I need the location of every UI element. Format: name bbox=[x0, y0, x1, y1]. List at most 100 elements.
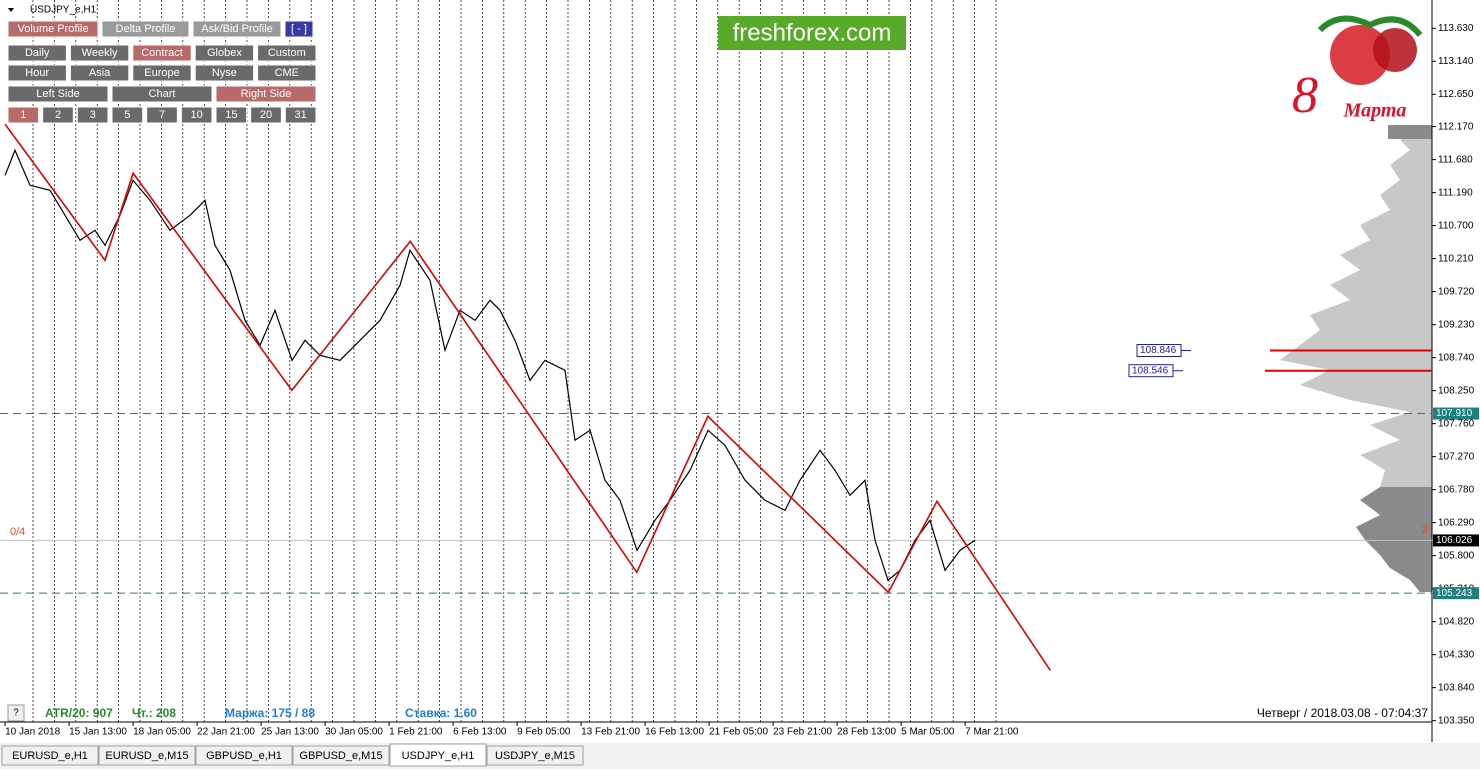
toolbar-button-label[interactable]: Asia bbox=[89, 67, 111, 79]
tab[interactable] bbox=[486, 745, 584, 766]
x-tick-label: 5 Mar 05:00 bbox=[901, 727, 955, 738]
y-tick-label: 111.190 bbox=[1438, 187, 1473, 198]
tab-label[interactable]: USDJPY_e,H1 bbox=[402, 750, 475, 762]
toolbar-button[interactable] bbox=[215, 85, 317, 103]
toolbar-button-label[interactable]: Left Side bbox=[36, 88, 79, 100]
holiday-number: 8 bbox=[1292, 67, 1318, 124]
x-tick-label: 13 Feb 21:00 bbox=[581, 727, 640, 738]
marker-label: 108.846 bbox=[1140, 345, 1177, 356]
help-button[interactable] bbox=[7, 704, 25, 722]
toolbar-button[interactable] bbox=[42, 106, 74, 124]
x-tick-label: 25 Jan 13:00 bbox=[261, 727, 319, 738]
toolbar-button[interactable] bbox=[111, 85, 213, 103]
toolbar-button-label[interactable]: 1 bbox=[20, 109, 26, 121]
toolbar-button-label[interactable]: 2 bbox=[55, 109, 61, 121]
y-tick-label: 112.170 bbox=[1438, 121, 1474, 132]
y-tick-label: 110.210 bbox=[1438, 253, 1474, 264]
toolbar-button[interactable] bbox=[284, 20, 314, 38]
tab-label[interactable]: EURUSD_e,H1 bbox=[12, 750, 88, 762]
toolbar-button-label[interactable]: CME bbox=[275, 67, 299, 79]
toolbar-button[interactable] bbox=[194, 64, 255, 82]
marker-label: 108.546 bbox=[1132, 365, 1169, 376]
level-label-box bbox=[1433, 407, 1479, 420]
y-tick-label: 103.350 bbox=[1438, 715, 1475, 726]
tab-label[interactable]: GBPUSD_e,M15 bbox=[299, 750, 382, 762]
toolbar-button-label[interactable]: Custom bbox=[268, 47, 306, 59]
tab-label[interactable]: GBPUSD_e,H1 bbox=[206, 750, 282, 762]
toolbar-button-label[interactable]: Daily bbox=[25, 47, 50, 59]
x-tick-label: 22 Jan 21:00 bbox=[197, 727, 255, 738]
current-price-box bbox=[1433, 534, 1479, 547]
toolbar-button-label[interactable]: 10 bbox=[191, 109, 203, 121]
toolbar-button-label[interactable]: 3 bbox=[90, 109, 96, 121]
toolbar-button-label[interactable]: Volume Profile bbox=[18, 23, 89, 35]
toolbar-button[interactable] bbox=[146, 106, 178, 124]
toolbar-button-label[interactable]: Globex bbox=[207, 47, 242, 59]
toolbar-button[interactable] bbox=[76, 106, 109, 124]
y-tick-label: 109.720 bbox=[1438, 286, 1475, 297]
toolbar-button[interactable] bbox=[7, 85, 109, 103]
toolbar-button-label[interactable]: 5 bbox=[124, 109, 130, 121]
toolbar-button[interactable] bbox=[132, 44, 192, 62]
y-tick-label: 112.650 bbox=[1438, 89, 1474, 100]
toolbar-button[interactable] bbox=[284, 106, 317, 124]
toolbar-button[interactable] bbox=[132, 64, 192, 82]
toolbar-button-label[interactable]: Contract bbox=[141, 47, 183, 59]
toolbar-button[interactable] bbox=[7, 44, 67, 62]
y-tick-label: 113.630 bbox=[1438, 23, 1474, 34]
toolbar-button-label[interactable]: Nyse bbox=[212, 67, 237, 79]
tab-label[interactable]: USDJPY_e,M15 bbox=[495, 750, 575, 762]
toolbar-button[interactable] bbox=[101, 20, 190, 38]
x-tick-label: 7 Mar 21:00 bbox=[965, 727, 1019, 738]
toolbar-button[interactable] bbox=[7, 64, 67, 82]
toolbar-button-label[interactable]: Europe bbox=[144, 67, 179, 79]
tab[interactable] bbox=[292, 745, 390, 766]
toolbar-button-label[interactable]: 31 bbox=[295, 109, 307, 121]
help-label[interactable]: ? bbox=[13, 708, 19, 719]
tab[interactable] bbox=[98, 745, 196, 766]
y-tick-label: 104.820 bbox=[1438, 616, 1475, 627]
level-label: 105.243 bbox=[1436, 588, 1473, 599]
tab[interactable] bbox=[1, 745, 99, 766]
toolbar-button-label[interactable]: Right Side bbox=[241, 88, 292, 100]
toolbar-button-label[interactable]: 20 bbox=[260, 109, 272, 121]
toolbar-button-label[interactable]: 7 bbox=[159, 109, 165, 121]
toolbar-button-label[interactable]: Hour bbox=[25, 67, 49, 79]
atr: ATR/20: 907 bbox=[45, 706, 113, 720]
toolbar-button[interactable] bbox=[7, 106, 40, 124]
logo: freshforex.com bbox=[733, 19, 892, 46]
y-tick-label: 107.760 bbox=[1438, 418, 1475, 429]
holiday-word: Марта bbox=[1343, 100, 1407, 122]
toolbar-button[interactable] bbox=[69, 44, 130, 62]
toolbar-button[interactable] bbox=[194, 44, 255, 62]
x-tick-label: 9 Feb 05:00 bbox=[517, 727, 571, 738]
toolbar-button[interactable] bbox=[257, 64, 317, 82]
tab[interactable] bbox=[389, 743, 487, 767]
toolbar-button[interactable] bbox=[180, 106, 213, 124]
toolbar-button[interactable] bbox=[215, 106, 248, 124]
current-price-label: 106.026 bbox=[1436, 535, 1473, 546]
y-tick-label: 105.800 bbox=[1438, 550, 1475, 561]
toolbar-button[interactable] bbox=[111, 106, 144, 124]
y-tick-label: 103.840 bbox=[1438, 682, 1475, 693]
toolbar-button[interactable] bbox=[69, 64, 130, 82]
toolbar-button-label[interactable]: Weekly bbox=[82, 47, 118, 59]
toolbar-button-label[interactable]: Chart bbox=[149, 88, 176, 100]
toolbar-button[interactable] bbox=[192, 20, 282, 38]
y-tick-label: 108.250 bbox=[1438, 385, 1475, 396]
toolbar-button[interactable] bbox=[257, 44, 317, 62]
y-tick-label: 110.700 bbox=[1438, 220, 1474, 231]
roses bbox=[1373, 28, 1417, 72]
toolbar-button[interactable] bbox=[7, 20, 99, 38]
toolbar-button-label[interactable]: [ - ] bbox=[291, 23, 307, 35]
x-tick-label: 30 Jan 05:00 bbox=[325, 727, 383, 738]
tab[interactable] bbox=[195, 745, 293, 766]
toolbar-button[interactable] bbox=[250, 106, 282, 124]
tab-label[interactable]: EURUSD_e,M15 bbox=[105, 750, 188, 762]
toolbar-button-label[interactable]: Delta Profile bbox=[116, 23, 176, 35]
volume-profile bbox=[1280, 125, 1432, 487]
x-tick-label: 15 Jan 13:00 bbox=[69, 727, 127, 738]
toolbar-button-label[interactable]: 15 bbox=[225, 109, 237, 121]
toolbar-button-label[interactable]: Ask/Bid Profile bbox=[201, 23, 273, 35]
